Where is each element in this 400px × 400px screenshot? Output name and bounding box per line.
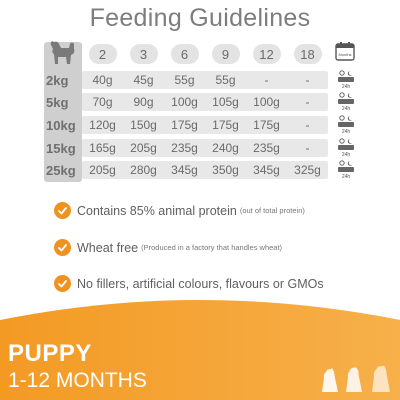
table-cell: 150g: [130, 118, 157, 132]
table-cell: 235g: [171, 141, 198, 155]
per-label: 24h: [342, 174, 351, 179]
table-cell: 120g: [89, 118, 116, 132]
weight-label: 10kg: [46, 117, 76, 133]
month-header: 6: [170, 44, 199, 64]
check-icon: [54, 239, 71, 256]
feature-note: (out of total protein): [239, 206, 305, 215]
table-cell: 40g: [92, 73, 113, 87]
table-cell: 235g: [253, 141, 280, 155]
table-cell: 175g: [171, 118, 198, 132]
banner-subtitle: 1-12 MONTHS: [8, 369, 147, 392]
table-cell: -: [305, 118, 310, 132]
table-cell: 105g: [212, 95, 239, 109]
table-cell: 325g: [294, 163, 321, 177]
table-cell: -: [264, 73, 269, 87]
table-cell: 100g: [253, 95, 280, 109]
feature-note: (Produced in a factory that handles whea…: [141, 243, 283, 252]
month-header: 18: [293, 44, 322, 64]
per-label: 24h: [342, 152, 351, 157]
table-cell: 100g: [171, 95, 198, 109]
month-header: 12: [252, 44, 281, 64]
feature-text: Wheat free: [77, 240, 139, 255]
orange-banner: [0, 300, 400, 400]
table-cell: 90g: [133, 95, 154, 109]
table-row: 10kg 120g 150g 175g 175g 175g -: [44, 115, 328, 135]
table-row: 5kg 70g 90g 100g 105g 100g -: [44, 92, 328, 112]
calendar-label: Months: [338, 52, 351, 57]
per-label: 24h: [342, 129, 351, 134]
table-cell: 55g: [174, 73, 195, 87]
table-cell: -: [305, 95, 310, 109]
table-cell: 240g: [212, 141, 239, 155]
table-row: 25kg 205g 280g 345g 350g 345g 325g: [44, 160, 328, 180]
banner-title: PUPPY: [8, 340, 92, 367]
feature-item: No fillers, artificial colours, flavours…: [54, 275, 324, 292]
table-cell: -: [305, 73, 310, 87]
table-row: 15kg 165g 205g 235g 240g 235g -: [44, 138, 328, 158]
feature-item: Contains 85% animal protein (out of tota…: [54, 202, 305, 219]
table-cell: 350g: [212, 163, 239, 177]
table-cell: 280g: [130, 163, 157, 177]
table-cell: 205g: [130, 141, 157, 155]
table-cell: 175g: [212, 118, 239, 132]
weight-label: 2kg: [46, 72, 69, 88]
table-cell: 45g: [133, 73, 154, 87]
table-row: 2kg 40g 45g 55g 55g - -: [44, 70, 328, 90]
meals-24h-icon: 24h: [338, 92, 354, 111]
puppies-icon: [322, 365, 390, 392]
weight-label: 5kg: [46, 94, 69, 110]
weight-label: 25kg: [46, 162, 76, 178]
table-cell: 165g: [89, 141, 116, 155]
months-header: 2 3 6 9 12 18: [82, 43, 328, 65]
per-label: 24h: [342, 106, 351, 111]
meals-24h-icon: 24h: [338, 70, 354, 89]
check-icon: [54, 202, 71, 219]
month-header: 9: [211, 44, 240, 64]
calendar-icon: Months: [335, 42, 355, 61]
table-cell: 345g: [171, 163, 198, 177]
feature-text: Contains 85% animal protein: [77, 203, 237, 218]
table-cell: -: [305, 141, 310, 155]
meals-24h-icon: 24h: [338, 160, 354, 179]
feature-text: No fillers, artificial colours, flavours…: [77, 276, 324, 291]
feature-item: Wheat free (Produced in a factory that h…: [54, 239, 282, 256]
per-label: 24h: [342, 84, 351, 89]
page-title: Feeding Guidelines: [89, 4, 311, 32]
table-cell: 345g: [253, 163, 280, 177]
meals-24h-icon: 24h: [338, 138, 354, 157]
meals-24h-icon: 24h: [338, 115, 354, 134]
dog-icon: [50, 41, 75, 64]
month-header: 2: [88, 44, 117, 64]
weight-label: 15kg: [46, 140, 76, 156]
table-cell: 70g: [92, 95, 113, 109]
weight-column: [44, 42, 82, 182]
table-cell: 55g: [215, 73, 236, 87]
table-cell: 205g: [89, 163, 116, 177]
check-icon: [54, 275, 71, 292]
month-header: 3: [129, 44, 158, 64]
table-cell: 175g: [253, 118, 280, 132]
